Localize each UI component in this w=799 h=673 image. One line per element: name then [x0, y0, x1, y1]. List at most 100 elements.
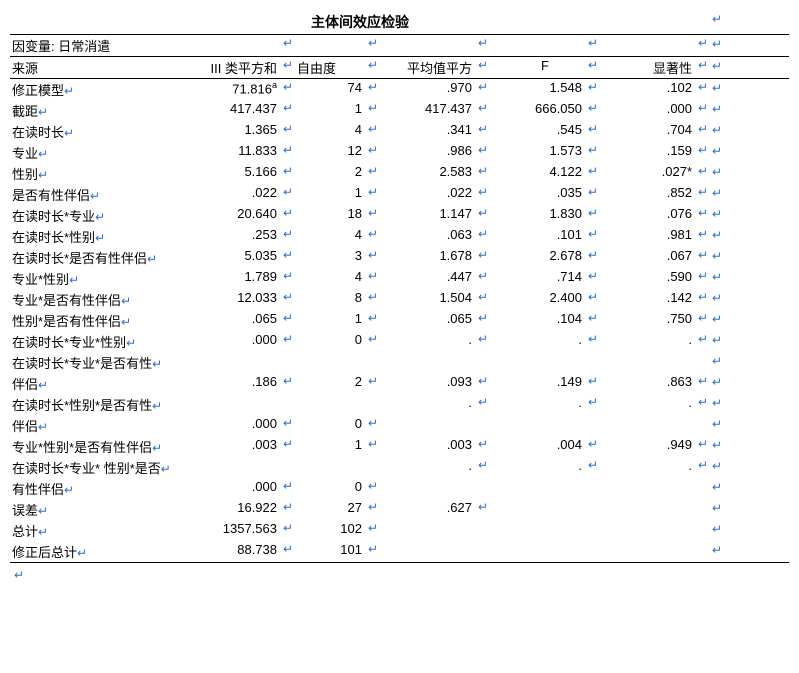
- paragraph-mark-icon: ↵: [698, 332, 708, 346]
- table-cell: 88.738↵: [180, 541, 295, 563]
- table-cell: .149↵: [490, 373, 600, 394]
- table-row: 总计↵1357.563↵102↵↵: [10, 520, 789, 541]
- table-cell: 417.437↵: [180, 100, 295, 121]
- source-cell: 在读时长*性别*是否有性↵: [10, 394, 180, 415]
- paragraph-mark-icon: ↵: [712, 186, 722, 200]
- paragraph-mark-icon: ↵: [712, 249, 722, 263]
- table-cell: 1.830↵: [490, 205, 600, 226]
- table-cell: [380, 541, 490, 563]
- table-row: 在读时长↵1.365↵4↵.341↵.545↵.704↵↵: [10, 121, 789, 142]
- paragraph-mark-icon: ↵: [283, 374, 293, 388]
- source-cell: 有性伴侣↵: [10, 478, 180, 499]
- paragraph-mark-icon: ↵: [588, 101, 598, 115]
- table-row: 专业*是否有性伴侣↵12.033↵8↵1.504↵2.400↵.142↵↵: [10, 289, 789, 310]
- paragraph-mark-icon: ↵: [478, 143, 488, 157]
- table-cell: 18↵: [295, 205, 380, 226]
- paragraph-mark-icon: ↵: [368, 269, 378, 283]
- paragraph-mark-icon: ↵: [368, 500, 378, 514]
- table-cell: 2.678↵: [490, 247, 600, 268]
- paragraph-mark-icon: ↵: [368, 416, 378, 430]
- paragraph-mark-icon: ↵: [478, 500, 488, 514]
- table-row: 有性伴侣↵.000↵0↵↵: [10, 478, 789, 499]
- source-cell: 在读时长*专业*性别↵: [10, 331, 180, 352]
- table-cell: .027*↵: [600, 163, 710, 184]
- paragraph-mark-icon: ↵: [283, 416, 293, 430]
- paragraph-mark-icon: ↵: [121, 315, 131, 329]
- table-cell: 74↵: [295, 79, 380, 101]
- paragraph-mark-icon: ↵: [712, 207, 722, 221]
- paragraph-mark-icon: ↵: [69, 273, 79, 287]
- table-cell: .000↵: [600, 100, 710, 121]
- paragraph-mark-icon: ↵: [368, 311, 378, 325]
- paragraph-mark-icon: ↵: [283, 206, 293, 220]
- table-cell: [600, 520, 710, 541]
- table-row: 专业↵11.833↵12↵.986↵1.573↵.159↵↵: [10, 142, 789, 163]
- paragraph-mark-icon: ↵: [283, 500, 293, 514]
- paragraph-mark-icon: ↵: [712, 270, 722, 284]
- paragraph-mark-icon: ↵: [283, 542, 293, 556]
- source-cell: 伴侣↵: [10, 415, 180, 436]
- paragraph-mark-icon: ↵: [588, 290, 598, 304]
- table-cell: [490, 415, 600, 436]
- table-cell: 5.166↵: [180, 163, 295, 184]
- paragraph-mark-icon: ↵: [588, 374, 598, 388]
- table-row: 修正后总计↵88.738↵101↵↵: [10, 541, 789, 563]
- col-ss: III 类平方和↵: [180, 57, 295, 79]
- source-cell: 伴侣↵: [10, 373, 180, 394]
- paragraph-mark-icon: ↵: [478, 332, 488, 346]
- table-cell: .750↵: [600, 310, 710, 331]
- source-cell: 截距↵: [10, 100, 180, 121]
- source-cell: 在读时长*性别↵: [10, 226, 180, 247]
- paragraph-mark-icon: ↵: [712, 354, 722, 368]
- paragraph-mark-icon: ↵: [698, 248, 708, 262]
- table-row: 伴侣↵.186↵2↵.093↵.149↵.863↵↵: [10, 373, 789, 394]
- source-cell: 修正后总计↵: [10, 541, 180, 563]
- paragraph-mark-icon: ↵: [368, 437, 378, 451]
- paragraph-mark-icon: ↵: [95, 210, 105, 224]
- table-cell: [600, 499, 710, 520]
- table-cell: .142↵: [600, 289, 710, 310]
- paragraph-mark-icon: ↵: [588, 80, 598, 94]
- table-row: 伴侣↵.000↵0↵↵: [10, 415, 789, 436]
- col-df: 自由度↵: [295, 57, 380, 79]
- table-cell: .022↵: [180, 184, 295, 205]
- paragraph-mark-icon: ↵: [712, 396, 722, 410]
- col-f: F↵: [490, 57, 600, 79]
- paragraph-mark-icon: ↵: [478, 269, 488, 283]
- table-row: 专业*性别*是否有性伴侣↵.003↵1↵.003↵.004↵.949↵↵: [10, 436, 789, 457]
- paragraph-mark-icon: ↵: [478, 227, 488, 241]
- table-cell: 1.147↵: [380, 205, 490, 226]
- paragraph-mark-icon: ↵: [478, 290, 488, 304]
- table-cell: [380, 415, 490, 436]
- paragraph-mark-icon: ↵: [368, 479, 378, 493]
- table-row: 在读时长*专业*是否有性↵↵: [10, 352, 789, 373]
- paragraph-mark-icon: ↵: [698, 437, 708, 451]
- paragraph-mark-icon: ↵: [698, 374, 708, 388]
- paragraph-mark-icon: ↵: [38, 378, 48, 392]
- table-cell: .104↵: [490, 310, 600, 331]
- table-cell: .000↵: [180, 331, 295, 352]
- paragraph-mark-icon: ↵: [478, 437, 488, 451]
- paragraph-mark-icon: ↵: [368, 227, 378, 241]
- source-cell: 在读时长*专业* 性别*是否↵: [10, 457, 180, 478]
- table-row: 截距↵417.437↵1↵417.437↵666.050↵.000↵↵: [10, 100, 789, 121]
- source-cell: 误差↵: [10, 499, 180, 520]
- table-row: 在读时长*性别*是否有性↵.↵.↵.↵↵: [10, 394, 789, 415]
- table-cell: 4↵: [295, 121, 380, 142]
- paragraph-mark-icon: ↵: [368, 101, 378, 115]
- table-row: 性别*是否有性伴侣↵.065↵1↵.065↵.104↵.750↵↵: [10, 310, 789, 331]
- table-title: 主体间效应检验: [311, 14, 409, 30]
- col-source: 来源: [10, 57, 180, 79]
- table-cell: [600, 415, 710, 436]
- paragraph-mark-icon: ↵: [698, 80, 708, 94]
- table-cell: [490, 541, 600, 563]
- paragraph-mark-icon: ↵: [152, 399, 162, 413]
- table-cell: .065↵: [180, 310, 295, 331]
- paragraph-mark-icon: ↵: [698, 227, 708, 241]
- paragraph-mark-icon: ↵: [698, 101, 708, 115]
- table-cell: 1↵: [295, 310, 380, 331]
- table-cell: 1.365↵: [180, 121, 295, 142]
- source-cell: 在读时长*专业↵: [10, 205, 180, 226]
- paragraph-mark-icon: ↵: [161, 462, 171, 476]
- paragraph-mark-icon: ↵: [712, 459, 722, 473]
